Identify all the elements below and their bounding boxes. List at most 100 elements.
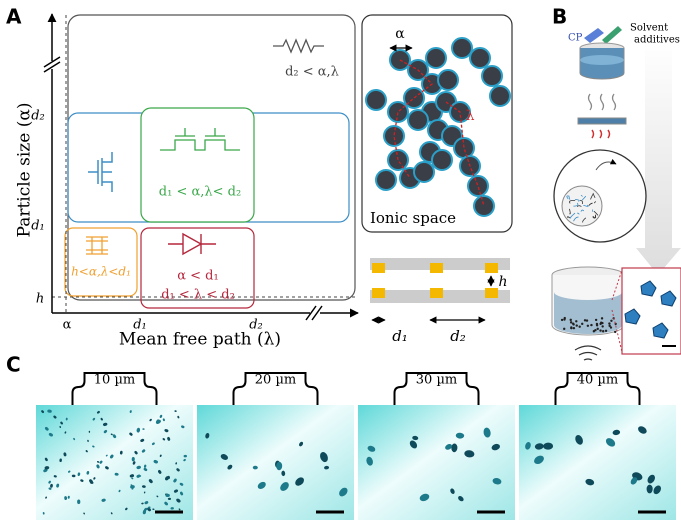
resistor-icon <box>273 40 324 52</box>
bead <box>468 176 488 196</box>
flake <box>608 322 610 324</box>
flake <box>139 475 141 477</box>
heat <box>592 130 610 138</box>
bead <box>454 138 474 158</box>
bead <box>426 48 446 68</box>
panel-c: 10 µm 20 µm 30 µm 40 µm <box>36 373 676 521</box>
solvent-label: Solvent <box>630 23 668 34</box>
flake <box>253 466 258 470</box>
process-arrow <box>636 40 681 275</box>
bead <box>432 150 452 170</box>
x-tick-label: α <box>63 318 72 333</box>
cp-label: CP <box>568 33 583 44</box>
flake <box>77 499 80 504</box>
flake <box>593 330 595 332</box>
x-tick-label: d₂ <box>249 318 263 333</box>
flake <box>614 331 616 333</box>
solvent-label: additives <box>634 35 680 46</box>
flake <box>590 324 592 326</box>
trench-width-label: 20 µm <box>255 373 296 388</box>
y-tick-label: d₁ <box>31 219 45 234</box>
d1-label: d₁ <box>392 327 408 345</box>
panel-label: A <box>6 5 22 29</box>
region-label: d₁ < λ < d₂ <box>161 288 235 303</box>
flake <box>581 323 583 325</box>
fiber <box>592 210 593 212</box>
flake <box>601 325 603 327</box>
flake <box>573 327 575 329</box>
region-label: d₁ < α,λ< d₂ <box>159 185 241 200</box>
bead <box>482 66 502 86</box>
bead <box>388 150 408 170</box>
bead <box>384 126 404 146</box>
d2-label: d₂ <box>450 327 466 345</box>
bead <box>408 110 428 130</box>
flake <box>564 317 566 319</box>
figure: A B C Particle size (α) Mean free path (… <box>0 0 681 522</box>
flake <box>570 319 572 321</box>
flake <box>578 326 580 328</box>
flake <box>570 326 572 328</box>
pipette <box>584 28 604 43</box>
substrate <box>578 118 626 124</box>
panel-b: CP Solvent additives <box>552 23 681 361</box>
jar <box>562 186 602 226</box>
region-orange <box>65 228 137 296</box>
flake <box>597 328 599 330</box>
region-green <box>141 108 254 222</box>
diode-icon <box>168 234 216 254</box>
bead <box>470 48 490 68</box>
bead <box>366 90 386 110</box>
bead <box>376 170 396 190</box>
flake <box>587 325 589 327</box>
bead <box>474 196 494 216</box>
y-tick-label: h <box>36 292 44 307</box>
flake <box>563 328 565 330</box>
micrograph <box>358 405 515 520</box>
panel-a: Particle size (α) Mean free path (λ) d₂ … <box>15 14 513 350</box>
flake <box>601 322 603 324</box>
trench-width-label: 30 µm <box>416 373 457 388</box>
flake <box>576 324 578 326</box>
transistor-icon <box>88 152 112 192</box>
region-label: d₂ < α,λ <box>285 65 339 80</box>
ultrasound <box>575 346 601 360</box>
flake <box>647 485 653 494</box>
x-tick-label: d₁ <box>133 318 147 333</box>
flake <box>584 319 586 321</box>
flake <box>601 317 603 319</box>
ionic-space-label: Ionic space <box>370 209 456 227</box>
flake <box>610 320 612 322</box>
region-label: α < d₁ <box>177 269 218 284</box>
alpha-label: α <box>395 26 405 42</box>
lambda-label: λ <box>466 108 475 124</box>
bead <box>388 102 408 122</box>
region-label: h<α,λ<d₁ <box>71 265 131 279</box>
bead <box>438 70 458 90</box>
flake <box>596 323 598 325</box>
flake <box>605 330 607 332</box>
panel-label: B <box>552 5 567 29</box>
flake <box>599 329 601 331</box>
beads <box>366 38 510 216</box>
flake <box>575 320 577 322</box>
x-axis-label: Mean free path (λ) <box>119 330 281 350</box>
trench-width-label: 40 µm <box>577 373 618 388</box>
bead <box>414 162 434 182</box>
flake <box>610 326 612 328</box>
h-label: h <box>498 274 507 290</box>
capacitor-icon <box>86 237 108 254</box>
bead <box>452 38 472 58</box>
bead <box>490 86 510 106</box>
pipette <box>602 26 622 44</box>
trench-width-label: 10 µm <box>94 373 135 388</box>
bead <box>404 88 424 108</box>
micrograph <box>519 405 676 520</box>
flake <box>595 319 597 321</box>
micrograph <box>36 405 193 520</box>
panel-label: C <box>6 353 21 377</box>
flake <box>572 323 574 325</box>
flake <box>602 330 604 332</box>
flake <box>570 321 572 323</box>
y-tick-label: d₂ <box>31 109 45 124</box>
